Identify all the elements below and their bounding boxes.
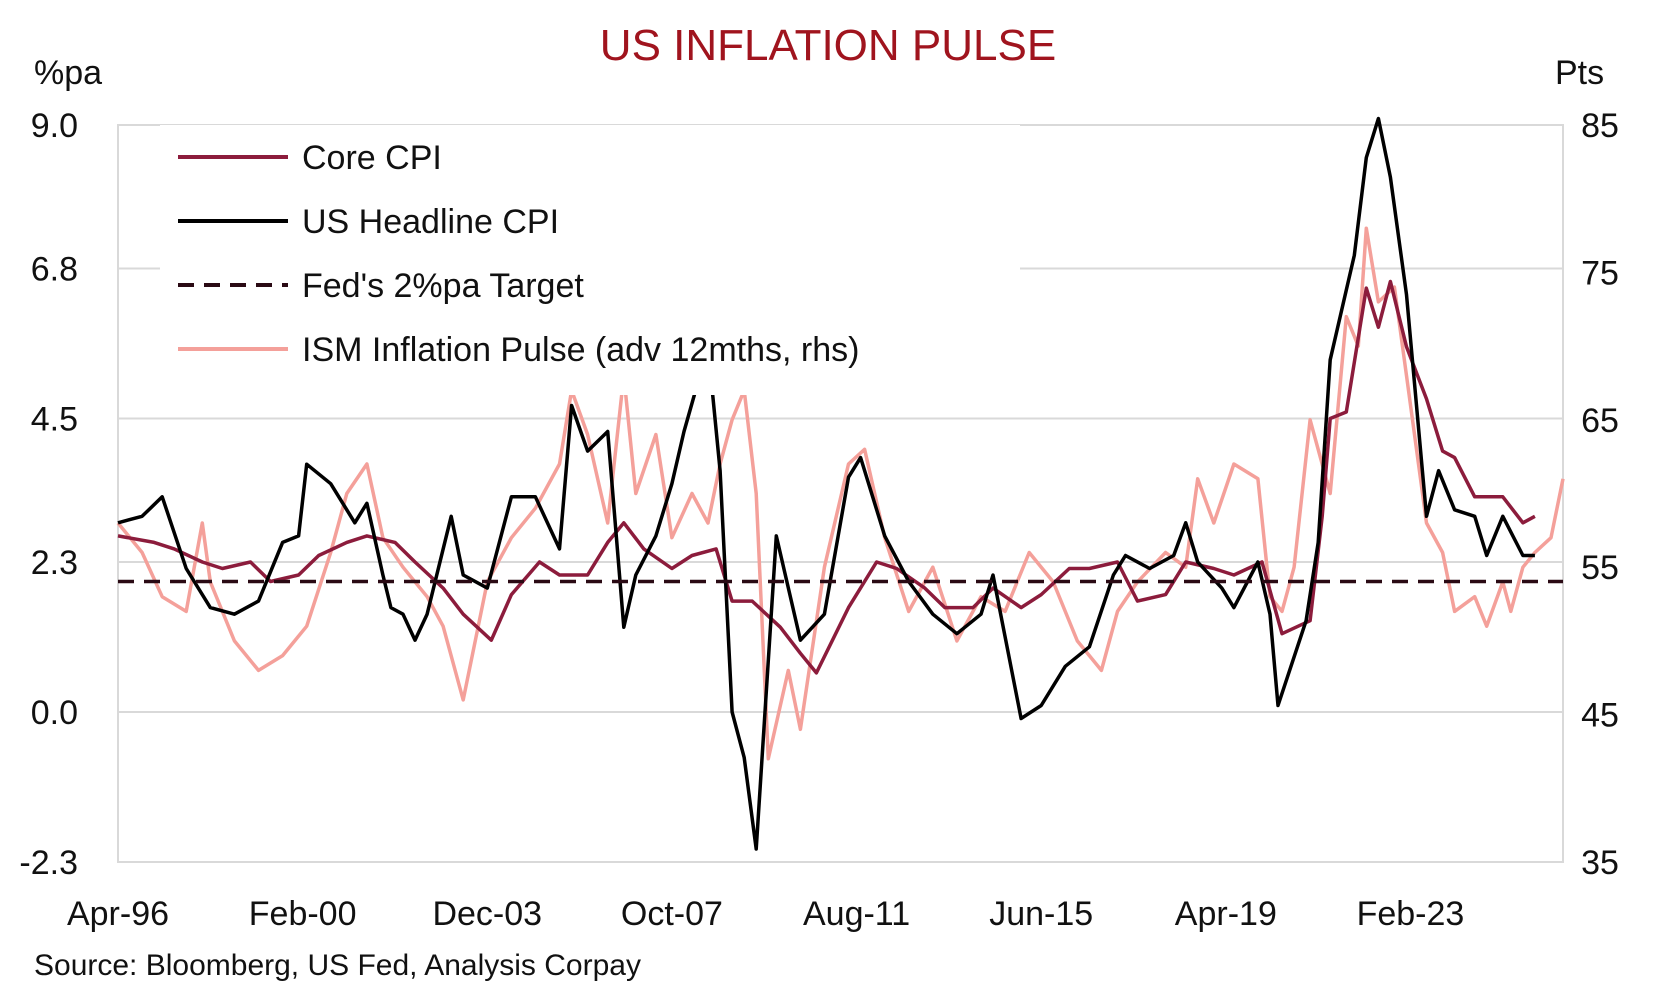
x-tick-label: Jun-15 — [989, 895, 1093, 933]
y-left-tick-label: 6.8 — [31, 250, 78, 288]
legend-core-cpi: Core CPI — [178, 139, 442, 177]
x-tick-label: Oct-07 — [621, 895, 723, 933]
legend-label: Core CPI — [302, 139, 442, 177]
legend: Core CPI US Headline CPI Fed's 2%pa Target… — [160, 125, 1020, 395]
legend-background — [160, 125, 1020, 395]
y-right-tick-label: 75 — [1581, 254, 1619, 292]
x-tick-label: Dec-03 — [432, 895, 542, 933]
legend-ism-pulse: ISM Inflation Pulse (adv 12mths, rhs) — [178, 331, 859, 369]
left-axis-unit: %pa — [34, 54, 102, 92]
headline-cpi-line — [117, 116, 1535, 851]
y-right-tick-label: 55 — [1581, 549, 1619, 587]
y-left-tick-label: 4.5 — [31, 400, 78, 438]
x-tick-label: Apr-96 — [67, 895, 169, 933]
legend-label: Fed's 2%pa Target — [302, 267, 584, 305]
x-tick-label: Feb-00 — [249, 895, 357, 933]
y-right-tick-label: 35 — [1581, 844, 1619, 882]
legend-label: ISM Inflation Pulse (adv 12mths, rhs) — [302, 331, 859, 369]
right-axis-unit: Pts — [1555, 54, 1604, 92]
legend-label: US Headline CPI — [302, 203, 559, 241]
y-left-tick-label: -2.3 — [19, 844, 78, 882]
legend-headline-cpi: US Headline CPI — [178, 203, 559, 241]
y-left-tick-label: 9.0 — [31, 107, 78, 145]
ism-pulse-line — [116, 226, 1565, 761]
x-tick-label: Feb-23 — [1357, 895, 1465, 933]
source-note: Source: Bloomberg, US Fed, Analysis Corp… — [34, 949, 641, 982]
y-left-tick-label: 0.0 — [31, 694, 78, 732]
y-left-tick-label: 2.3 — [31, 544, 78, 582]
y-right-tick-label: 85 — [1581, 107, 1619, 145]
y-right-tick-label: 65 — [1581, 402, 1619, 440]
series-lines — [116, 116, 1565, 851]
y-right-tick-label: 45 — [1581, 697, 1619, 735]
x-tick-label: Aug-11 — [803, 895, 910, 933]
legend-fed-target: Fed's 2%pa Target — [178, 267, 584, 305]
x-tick-label: Apr-19 — [1175, 895, 1277, 933]
chart-title: US INFLATION PULSE — [600, 21, 1056, 70]
axis-labels: -2.3 0.0 2.3 4.5 6.8 9.0 35 45 55 65 75 85 Apr-96 Feb… — [19, 107, 1619, 933]
core-cpi-line — [117, 279, 1536, 675]
